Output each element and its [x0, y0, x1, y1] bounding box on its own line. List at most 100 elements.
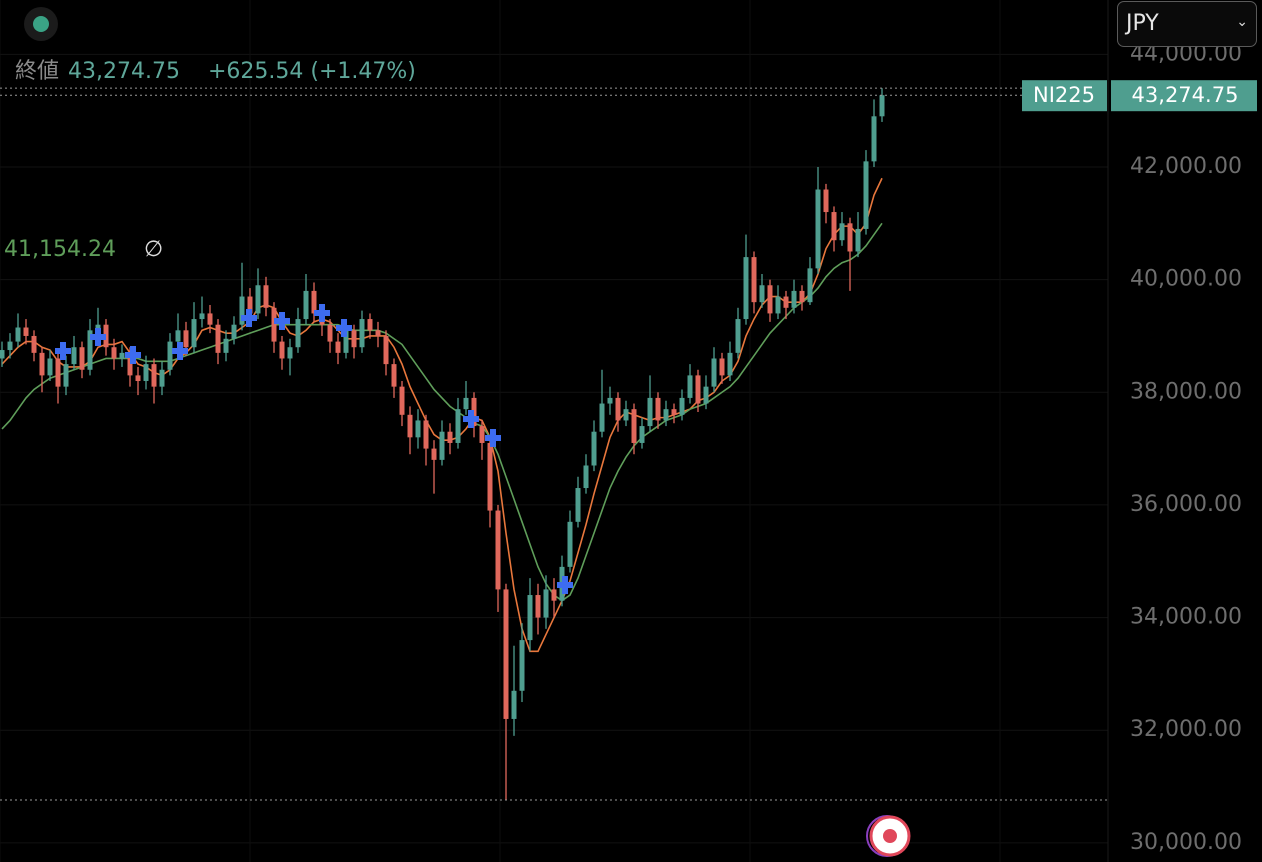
candle-body	[519, 640, 525, 691]
candle-body	[687, 375, 693, 398]
candle-body	[255, 285, 261, 314]
candle-body	[871, 116, 877, 162]
y-tick-label: 40,000.00	[1130, 267, 1242, 292]
event-icon-dot	[883, 829, 897, 843]
candle-body	[327, 324, 333, 342]
chevron: ⌄	[1236, 14, 1248, 30]
candle-body	[287, 347, 293, 359]
candle-body	[175, 330, 181, 342]
candle-body	[703, 386, 709, 404]
candle-body	[279, 341, 285, 359]
candle-body	[719, 358, 725, 376]
candle-body	[735, 319, 741, 353]
candle-body	[7, 341, 13, 351]
candle-body	[23, 327, 29, 336]
signal-marker	[55, 342, 71, 360]
candle-body	[879, 95, 885, 117]
candle-body	[367, 319, 373, 331]
candle-body	[575, 488, 581, 522]
signal-marker	[485, 429, 501, 447]
header-price: 43,274.75	[68, 59, 180, 84]
candle-body	[151, 364, 157, 387]
candle-body	[487, 442, 493, 511]
candle-body	[15, 327, 21, 342]
candle-body	[527, 595, 533, 641]
candle-body	[439, 431, 445, 460]
signal-marker	[241, 309, 257, 327]
candle-body	[247, 296, 253, 314]
y-tick-label: 42,000.00	[1130, 154, 1242, 179]
candle-body	[495, 510, 501, 590]
candle-body	[215, 324, 221, 353]
candle-body	[31, 335, 37, 353]
candle-body	[135, 375, 141, 382]
candle-body	[511, 690, 517, 719]
candle-body	[551, 589, 557, 601]
candle-body	[399, 386, 405, 415]
currency-label: JPY	[1126, 11, 1159, 36]
candle-body	[351, 330, 357, 348]
candle-body	[39, 352, 45, 376]
candle-body	[543, 589, 549, 618]
candle-body	[463, 397, 469, 410]
candle-body	[791, 290, 797, 308]
header-change: +625.54 (+1.47%)	[208, 59, 416, 84]
candle-body	[311, 290, 317, 314]
candle-body	[503, 589, 509, 719]
signal-marker	[172, 342, 188, 360]
candle-body	[303, 290, 309, 320]
candle-body	[751, 257, 757, 303]
candle-body	[615, 397, 621, 421]
candle-body	[0, 350, 5, 359]
candle-body	[223, 338, 229, 353]
status-dot	[33, 16, 49, 32]
signal-marker	[90, 328, 106, 346]
signal-marker	[336, 319, 352, 337]
candle-body	[759, 285, 765, 303]
candle-body	[71, 347, 77, 365]
candle-body	[375, 330, 381, 336]
candle-body	[631, 409, 637, 443]
candle-body	[799, 290, 805, 303]
candle-body	[167, 341, 173, 370]
candle-body	[711, 358, 717, 387]
candle-body	[127, 352, 133, 376]
ma-toggle[interactable]: ∅	[144, 237, 163, 262]
candle-body	[479, 426, 485, 443]
candle-body	[599, 403, 605, 432]
candle-body	[775, 296, 781, 314]
signal-marker	[125, 346, 141, 364]
candle-body	[263, 285, 269, 308]
candle-body	[87, 330, 93, 370]
y-tick-label: 38,000.00	[1130, 379, 1242, 404]
currency-dropdown[interactable]: JPY ⌄	[1117, 1, 1257, 47]
candle-body	[415, 420, 421, 438]
candle-body	[423, 420, 429, 449]
signal-marker	[314, 304, 330, 322]
candle-body	[383, 335, 389, 365]
candle-body	[663, 409, 669, 421]
signal-marker	[557, 576, 573, 594]
candle-body	[783, 296, 789, 308]
candle-body	[95, 324, 101, 331]
candle-body	[447, 431, 453, 443]
candle-body	[231, 324, 237, 339]
candle-body	[239, 296, 245, 325]
candle-body	[79, 347, 85, 370]
candle-body	[743, 257, 749, 320]
candle-body	[847, 223, 853, 252]
candle-body	[591, 431, 597, 466]
ma-value: 41,154.24	[4, 237, 116, 262]
symbol-tag	[1022, 80, 1107, 112]
candle-body	[863, 161, 869, 229]
candle-body	[671, 409, 677, 415]
candle-body	[63, 364, 69, 387]
symbol-tag-label: NI225	[1033, 83, 1095, 107]
candle-body	[855, 228, 861, 252]
signal-marker	[463, 410, 479, 428]
y-tick-label: 34,000.00	[1130, 605, 1242, 630]
price-tag	[1111, 80, 1257, 112]
candle-body	[335, 341, 341, 353]
